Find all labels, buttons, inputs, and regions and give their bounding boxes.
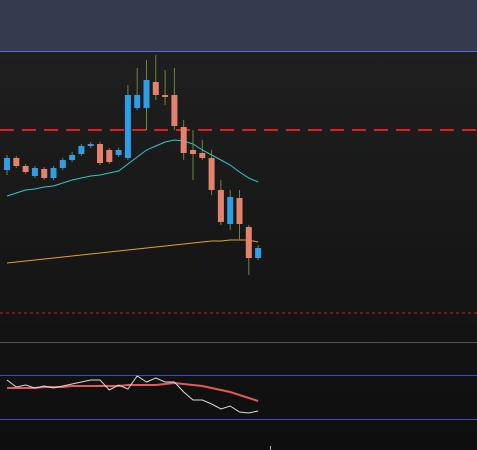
- candle-body: [162, 95, 169, 97]
- candle-body: [87, 144, 94, 146]
- candle-body: [124, 95, 131, 158]
- line-series: [6, 139, 259, 197]
- candle-body: [106, 150, 113, 162]
- candle-body: [78, 146, 85, 154]
- toolbar: [0, 0, 477, 51]
- candle-body: [50, 168, 57, 178]
- candle-body: [22, 166, 29, 172]
- candle-body: [199, 153, 206, 158]
- candle-body: [217, 190, 224, 222]
- candle-body: [31, 168, 38, 176]
- line-series: [6, 239, 259, 264]
- candle-body: [69, 155, 76, 160]
- candle-body: [59, 160, 66, 168]
- candle-body: [236, 198, 243, 224]
- candle-body: [13, 158, 20, 166]
- line-series: [6, 375, 259, 414]
- candle-body: [208, 158, 215, 190]
- candle-body: [134, 95, 141, 108]
- candle-body: [190, 150, 196, 154]
- candle-body: [115, 150, 122, 155]
- candle-body: [4, 158, 10, 170]
- plot-background: [0, 51, 477, 450]
- candle-body: [171, 95, 178, 126]
- candle-body: [227, 197, 234, 224]
- candle-body: [97, 144, 103, 163]
- candle-body: [152, 82, 159, 95]
- candle-body: [255, 248, 262, 258]
- candle-body: [41, 169, 48, 178]
- candle-body: [245, 227, 252, 258]
- candle-body: [143, 80, 150, 108]
- candle-body: [180, 127, 187, 153]
